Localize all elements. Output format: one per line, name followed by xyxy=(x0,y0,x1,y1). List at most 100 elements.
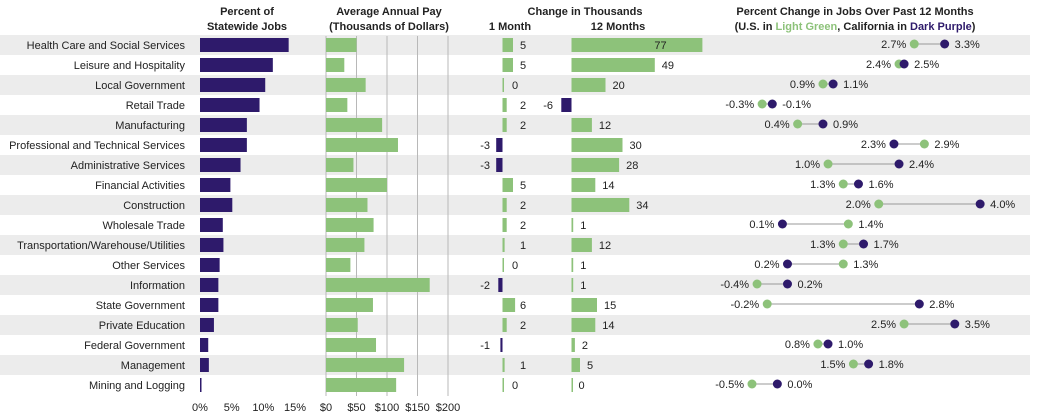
change-12m-label: 20 xyxy=(613,80,625,92)
change-1m-bar xyxy=(502,98,507,112)
pct-label-left: -0.3% xyxy=(725,99,754,111)
share-bar xyxy=(200,98,260,112)
pct-subheader: (U.S. in Light Green, California in Dark… xyxy=(735,21,976,33)
pay-bar xyxy=(326,58,345,72)
ca-dot xyxy=(864,359,874,369)
change-1m-bar xyxy=(502,318,507,332)
pct-label-right: 1.0% xyxy=(838,339,863,351)
pay-tick: $0 xyxy=(320,402,332,414)
share-tick: 5% xyxy=(224,402,240,414)
us-dot xyxy=(874,199,884,209)
pay-tick: $50 xyxy=(347,402,365,414)
pay-bar xyxy=(326,178,387,192)
pct-label-left: 0.8% xyxy=(785,339,810,351)
change-1m-bar xyxy=(498,278,503,292)
change-1m-label: 0 xyxy=(512,260,518,272)
us-dot xyxy=(813,339,823,349)
pay-bar xyxy=(326,238,365,252)
change-1m-bar xyxy=(502,298,516,312)
pct-label-left: 0.2% xyxy=(754,259,779,271)
ca-dot xyxy=(889,139,899,149)
change-1m-bar xyxy=(502,78,504,92)
change-1m-bar xyxy=(502,58,513,72)
change-12m-label: 1 xyxy=(580,280,586,292)
ca-dot xyxy=(828,79,838,89)
share-header-line1: Percent of xyxy=(220,6,274,18)
us-dot xyxy=(752,279,762,289)
share-bar xyxy=(200,178,231,192)
change-12m-bar xyxy=(571,218,574,232)
change-12m-label: 14 xyxy=(602,180,614,192)
row-band xyxy=(0,155,1030,175)
ca-dot xyxy=(823,339,833,349)
change-12m-bar xyxy=(561,98,572,112)
pct-label-left: 2.0% xyxy=(846,199,871,211)
pct-label-right: 3.3% xyxy=(955,39,980,51)
change-12m-bar xyxy=(571,298,597,312)
change-12m-label: 49 xyxy=(662,60,674,72)
pay-bar xyxy=(326,278,430,292)
category-label: Transportation/Warehouse/Utilities xyxy=(17,240,185,252)
pct-label-left: 1.3% xyxy=(810,239,835,251)
share-bar xyxy=(200,78,266,92)
ca-dot xyxy=(914,299,924,309)
share-header-line2: Statewide Jobs xyxy=(207,21,287,33)
ca-dot xyxy=(950,319,960,329)
change-1m-label: 6 xyxy=(520,300,526,312)
change-12m-bar xyxy=(571,198,630,212)
us-dot xyxy=(838,179,848,189)
change-1m-label: 1 xyxy=(520,240,526,252)
change-1m-bar xyxy=(502,118,507,132)
change-12m-bar xyxy=(571,158,620,172)
category-label: Leisure and Hospitality xyxy=(74,60,186,72)
ca-dot xyxy=(859,239,869,249)
category-label: Local Government xyxy=(95,80,185,92)
change-12m-label: 28 xyxy=(626,160,638,172)
change-12m-header: 12 Months xyxy=(591,21,645,33)
category-label: Mining and Logging xyxy=(89,380,185,392)
pct-label-right: 2.8% xyxy=(929,299,954,311)
change-1m-label: -3 xyxy=(480,160,490,172)
change-12m-bar xyxy=(571,318,596,332)
category-label: Federal Government xyxy=(84,340,185,352)
change-1m-bar xyxy=(502,38,513,52)
pct-label-right: 0.9% xyxy=(833,119,858,131)
row-bands xyxy=(0,35,1030,375)
ca-dot xyxy=(899,59,909,69)
pay-bar xyxy=(326,198,368,212)
change-12m-bar xyxy=(571,78,606,92)
us-dot xyxy=(747,379,757,389)
change-12m-bar xyxy=(571,358,580,372)
us-dot xyxy=(899,319,909,329)
pct-label-left: 2.4% xyxy=(866,59,891,71)
ca-dot xyxy=(853,179,863,189)
change-12m-label: 30 xyxy=(630,140,642,152)
change-1m-label: -1 xyxy=(480,340,490,352)
change-12m-bar xyxy=(571,38,703,52)
pct-label-left: 1.0% xyxy=(795,159,820,171)
change-12m-label: 0 xyxy=(579,380,585,392)
axis-ticks: 0% 5% 10% 15% $0 $50 $100 $150 $200 xyxy=(192,402,460,414)
change-12m-bar xyxy=(571,258,574,272)
pct-change-dots: 2.7% 3.3% 2.4% 2.5% 0.9% 1.1% -0.3% -0.1% 0.4% 0.… xyxy=(715,39,1015,391)
change-1m-bar xyxy=(502,178,513,192)
us-dot xyxy=(843,219,853,229)
pct-sub-prefix: (U.S. in xyxy=(735,21,776,33)
pay-tick: $100 xyxy=(375,402,399,414)
change-1m-label: 5 xyxy=(520,40,526,52)
change-12m-label: 1 xyxy=(580,220,586,232)
change-1m-label: 0 xyxy=(512,380,518,392)
pct-label-left: 1.5% xyxy=(820,359,845,371)
pay-header-line2: (Thousands of Dollars) xyxy=(329,21,449,33)
category-label: Private Education xyxy=(99,320,185,332)
pct-label-right: 1.7% xyxy=(874,239,899,251)
pay-bar xyxy=(326,138,398,152)
pay-bar xyxy=(326,378,397,392)
change-1m-bar xyxy=(502,358,505,372)
pay-bar xyxy=(326,118,383,132)
change-12m-label: -6 xyxy=(543,100,553,112)
change-12m-label: 12 xyxy=(599,120,611,132)
change-1m-header: 1 Month xyxy=(489,21,531,33)
pay-bar xyxy=(326,218,374,232)
